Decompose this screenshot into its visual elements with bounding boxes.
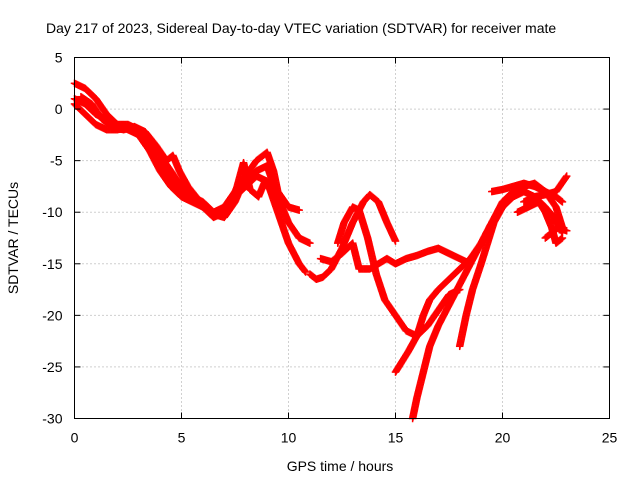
x-tick-label: 15 — [388, 430, 404, 446]
x-tick-label: 5 — [178, 430, 186, 446]
y-tick-label: -20 — [42, 307, 62, 323]
data-point — [301, 268, 310, 276]
series-track-4 — [77, 92, 284, 220]
y-tick-label: 0 — [55, 101, 63, 117]
y-tick-label: -10 — [42, 204, 62, 220]
y-tick-label: -30 — [42, 411, 62, 427]
y-tick-label: -25 — [42, 359, 62, 375]
x-tick-label: 20 — [495, 430, 511, 446]
y-tick-label: -5 — [50, 153, 63, 169]
y-axis-label: SDTVAR / TECUs — [5, 182, 21, 294]
marks-layer — [70, 79, 571, 423]
x-axis-label: GPS time / hours — [287, 458, 394, 474]
y-tick-label: -15 — [42, 256, 62, 272]
x-tick-label: 25 — [602, 430, 618, 446]
chart-title: Day 217 of 2023, Sidereal Day-to-day VTE… — [46, 20, 556, 36]
y-tick-label: 5 — [55, 50, 63, 66]
data-point — [295, 206, 303, 214]
data-point — [306, 239, 314, 247]
x-tick-label: 10 — [281, 430, 297, 446]
x-tick-label: 0 — [71, 430, 79, 446]
